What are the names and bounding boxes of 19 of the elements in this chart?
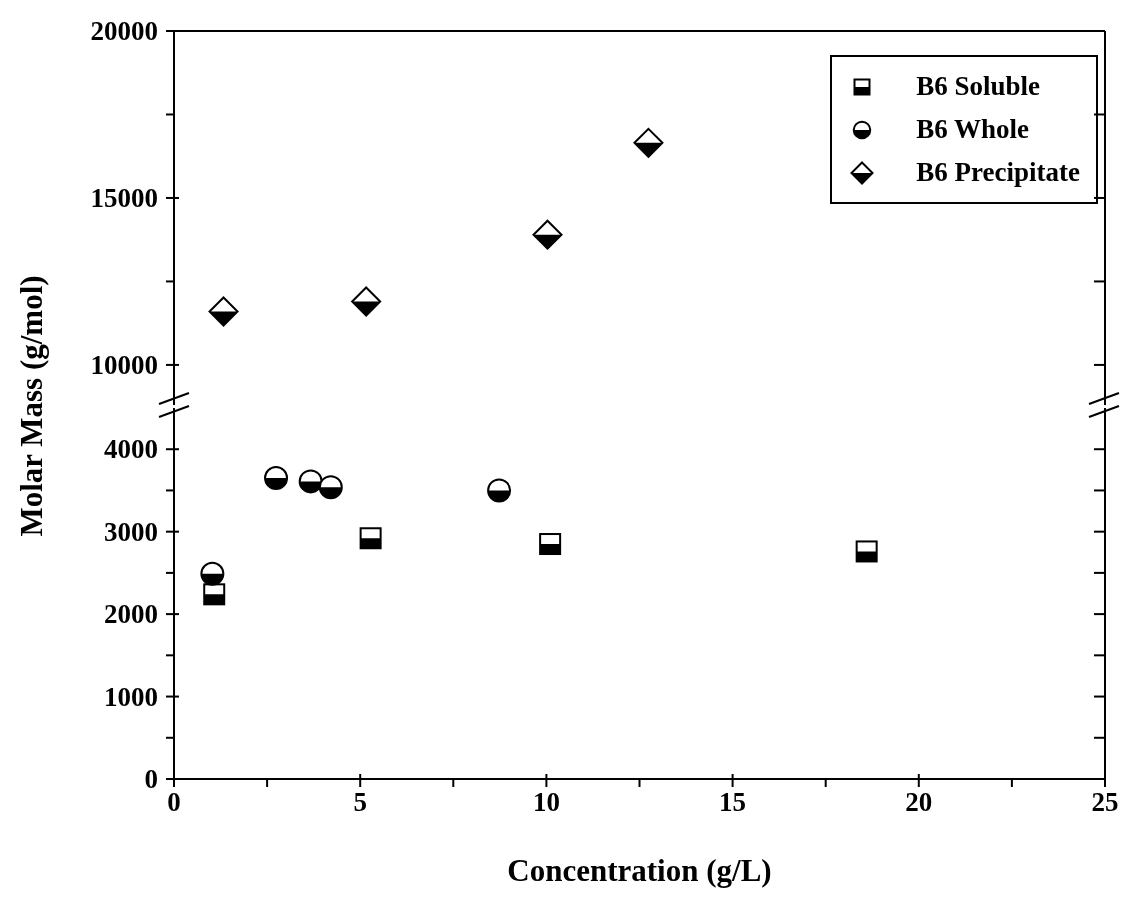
x-tick-label: 0 bbox=[167, 787, 181, 817]
x-tick-label: 20 bbox=[905, 787, 933, 817]
x-tick-label: 5 bbox=[353, 787, 367, 817]
y-tick-label: 1000 bbox=[104, 681, 158, 712]
x-tick-label: 10 bbox=[532, 787, 560, 817]
y-tick-label: 0 bbox=[144, 764, 158, 794]
x-tick-label: 15 bbox=[719, 787, 747, 817]
y-tick-label: 4000 bbox=[104, 434, 158, 465]
x-tick-label: 25 bbox=[1091, 787, 1119, 817]
y-tick-label: 3000 bbox=[104, 516, 158, 547]
x-axis-title: Concentration (g/L) bbox=[507, 853, 772, 888]
y-tick-label: 15000 bbox=[90, 182, 158, 213]
y-tick-label: 10000 bbox=[90, 349, 158, 380]
y-tick-label: 20000 bbox=[90, 16, 158, 46]
text: B6 Soluble bbox=[916, 71, 1041, 101]
text: B6 Whole bbox=[916, 114, 1030, 144]
legend-label: B6 Precipitate bbox=[916, 157, 1080, 188]
y-tick-label: 2000 bbox=[104, 599, 158, 630]
y-axis-title: Molar Mass (g/mol) bbox=[14, 275, 50, 537]
